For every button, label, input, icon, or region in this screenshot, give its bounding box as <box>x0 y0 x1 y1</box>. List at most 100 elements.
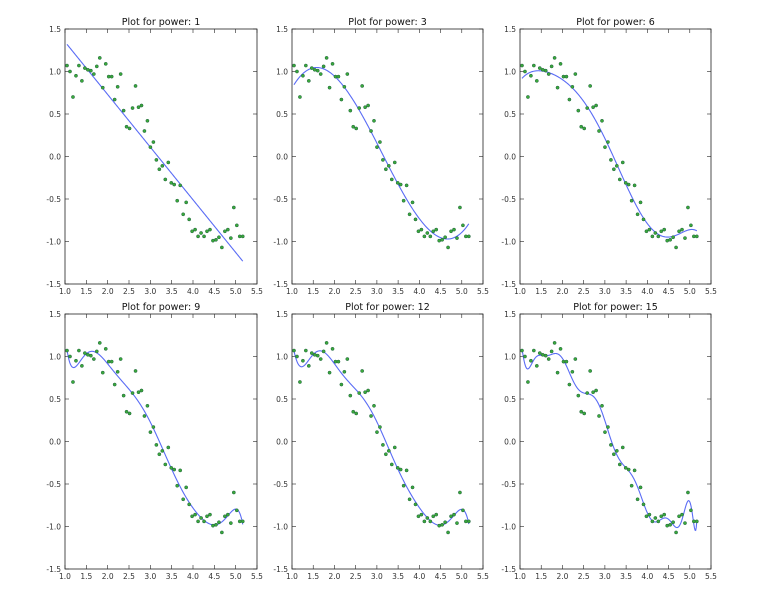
data-point <box>228 521 233 525</box>
data-point <box>446 245 450 250</box>
data-point <box>455 521 459 525</box>
data-point <box>187 502 192 507</box>
y-tick-label: 0.5 <box>504 395 516 404</box>
data-point <box>534 364 539 368</box>
data-point <box>656 519 661 524</box>
data-point <box>133 84 138 88</box>
data-point <box>301 73 305 78</box>
y-tick-label: -1.0 <box>273 523 288 532</box>
data-point <box>416 514 421 519</box>
data-point <box>564 359 569 364</box>
data-point <box>689 223 693 228</box>
data-point <box>647 227 652 232</box>
data-point <box>425 516 430 520</box>
y-tick-label: -0.5 <box>273 195 288 204</box>
data-point <box>410 485 415 490</box>
data-point <box>369 414 373 418</box>
data-point <box>662 512 667 517</box>
data-point <box>573 72 578 76</box>
y-tick-label: 0.0 <box>49 438 61 447</box>
data-point <box>298 380 302 384</box>
data-point <box>381 158 385 162</box>
data-point <box>683 521 687 525</box>
data-point <box>443 235 447 240</box>
data-point <box>614 449 619 453</box>
data-point <box>546 357 551 361</box>
data-point <box>576 393 581 398</box>
x-tick-label: 1.5 <box>80 572 92 581</box>
subplot-power-6: Plot for power: 6 1.0 1.5 2.0 2.5 3.0 3.5 4.0 4.… <box>501 17 717 296</box>
data-point <box>449 514 453 519</box>
data-point <box>422 519 427 524</box>
data-point <box>543 68 548 73</box>
data-point <box>312 67 317 72</box>
data-point <box>558 347 563 351</box>
data-point <box>97 56 102 60</box>
subplot-title: Plot for power: 9 <box>122 302 200 313</box>
y-tick-label: 1.0 <box>504 353 516 362</box>
data-point <box>668 522 673 527</box>
data-point <box>531 348 536 353</box>
data-point <box>295 354 299 359</box>
data-point <box>378 140 382 144</box>
x-tick-label: 3.5 <box>166 572 178 581</box>
x-tick-label: 3.5 <box>620 287 632 296</box>
data-point <box>603 430 607 434</box>
plot-frame <box>519 28 712 285</box>
data-point <box>118 357 123 361</box>
data-point <box>172 182 177 187</box>
x-tick-label: 2.0 <box>328 287 340 296</box>
subplot-title: Plot for power: 12 <box>345 302 430 313</box>
data-point <box>626 467 631 472</box>
data-point <box>383 167 388 172</box>
x-tick-label: 4.5 <box>663 287 675 296</box>
x-tick-label: 1.5 <box>535 572 547 581</box>
data-point <box>345 357 350 361</box>
y-tick-label: 0.0 <box>276 438 288 447</box>
data-point <box>80 79 84 83</box>
data-point <box>226 512 230 517</box>
x-tick-label: 2.5 <box>123 287 135 296</box>
data-point <box>345 72 350 76</box>
data-point <box>626 182 631 187</box>
data-point <box>458 490 462 495</box>
data-point <box>226 227 230 232</box>
plot-frame <box>519 313 712 570</box>
data-point <box>240 234 245 239</box>
data-point <box>641 217 646 222</box>
data-point <box>620 445 625 450</box>
data-point <box>228 236 233 240</box>
data-point <box>404 468 409 473</box>
x-tick-label: 5.5 <box>705 572 717 581</box>
data-point <box>77 63 81 68</box>
data-point <box>148 430 153 434</box>
data-point <box>324 56 329 60</box>
data-point <box>668 237 673 242</box>
data-point <box>617 177 622 182</box>
data-point <box>401 483 406 488</box>
data-point <box>419 512 424 517</box>
data-point <box>330 62 335 66</box>
y-tick-label: -1.5 <box>273 280 288 289</box>
data-point <box>549 64 554 69</box>
data-point <box>68 354 72 359</box>
data-point <box>321 349 326 354</box>
x-tick-label: 2.5 <box>123 572 135 581</box>
y-tick-label: 1.0 <box>276 68 288 77</box>
data-point <box>386 449 391 453</box>
data-point <box>413 502 418 507</box>
data-point <box>570 369 575 374</box>
data-point <box>65 348 69 353</box>
x-tick-label: 5.0 <box>456 287 468 296</box>
data-point <box>549 349 554 354</box>
data-point <box>564 74 569 79</box>
x-tick-label: 1.0 <box>286 572 298 581</box>
data-point <box>452 512 456 517</box>
x-tick-label: 1.0 <box>514 287 526 296</box>
data-point <box>220 530 224 535</box>
data-point <box>89 353 93 358</box>
data-point <box>321 64 326 69</box>
data-point <box>449 229 453 234</box>
data-point <box>534 79 539 83</box>
data-point <box>464 234 468 239</box>
